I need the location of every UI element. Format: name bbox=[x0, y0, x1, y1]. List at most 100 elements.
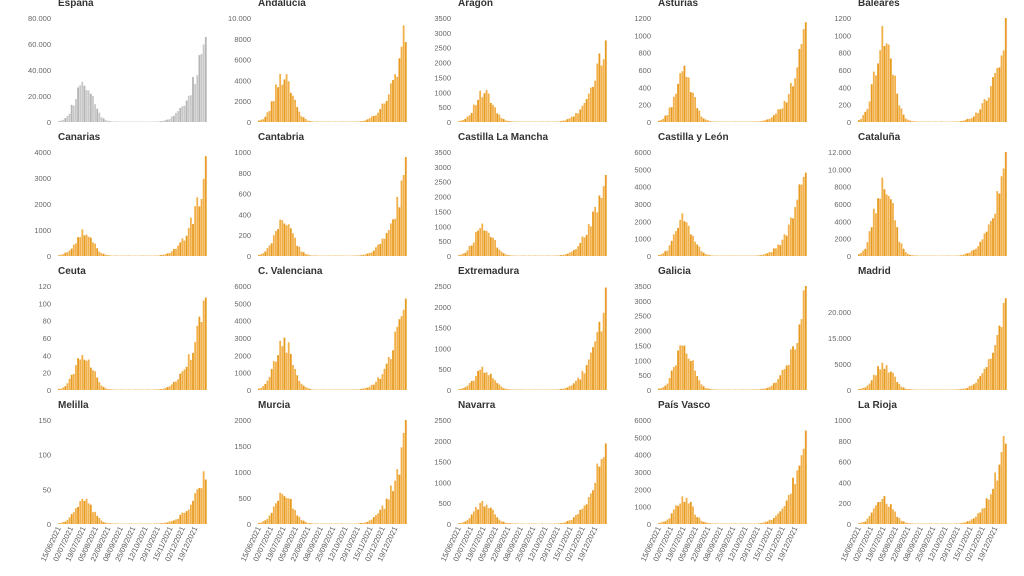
bar bbox=[870, 227, 873, 256]
bar bbox=[906, 119, 909, 122]
y-tick-label: 60.000 bbox=[28, 40, 51, 49]
y-tick-label: 1000 bbox=[834, 31, 851, 40]
bar bbox=[485, 504, 488, 524]
bar bbox=[483, 93, 486, 122]
bar bbox=[172, 520, 175, 524]
bar bbox=[572, 383, 575, 390]
bar bbox=[668, 378, 671, 390]
chart-svg: 0 1000 2000 3000 4000 5000 6000 bbox=[634, 148, 807, 261]
bar bbox=[89, 367, 92, 390]
bar bbox=[387, 499, 390, 524]
bar bbox=[581, 105, 584, 122]
bar bbox=[268, 515, 271, 524]
y-tick-label: 400 bbox=[238, 210, 251, 219]
bar bbox=[911, 255, 914, 256]
bar bbox=[868, 516, 871, 524]
bar bbox=[281, 346, 284, 390]
y-tick-label: 0 bbox=[647, 386, 651, 395]
bar bbox=[883, 45, 886, 122]
bar bbox=[62, 387, 65, 390]
y-tick-label: 1000 bbox=[434, 478, 451, 487]
bar bbox=[864, 111, 867, 122]
bar bbox=[258, 388, 260, 390]
bar bbox=[260, 387, 262, 390]
bar bbox=[696, 376, 699, 390]
bar bbox=[266, 380, 269, 390]
bar bbox=[70, 104, 73, 122]
bar bbox=[985, 366, 988, 390]
bar bbox=[789, 217, 792, 256]
bar bbox=[300, 116, 303, 122]
bar bbox=[77, 506, 79, 524]
y-tick-label: 200 bbox=[838, 101, 851, 110]
bar bbox=[692, 360, 694, 390]
chart-panel-melilla: Melilla 0 50 100 150 bbox=[0, 400, 207, 536]
bar bbox=[87, 90, 90, 122]
bar bbox=[66, 383, 69, 390]
chart-title: País Vasco bbox=[658, 400, 711, 411]
bar bbox=[394, 218, 397, 256]
bar bbox=[602, 59, 605, 122]
bar bbox=[511, 255, 514, 256]
bar bbox=[266, 518, 269, 524]
bar bbox=[900, 386, 903, 390]
bar bbox=[772, 517, 775, 524]
bar bbox=[475, 375, 477, 390]
bar bbox=[768, 118, 771, 122]
bar bbox=[362, 254, 365, 256]
bar bbox=[309, 388, 311, 390]
bar bbox=[996, 334, 999, 390]
bar bbox=[509, 523, 511, 524]
bar bbox=[658, 388, 660, 390]
bar bbox=[977, 113, 980, 122]
bar bbox=[500, 521, 503, 524]
bar bbox=[692, 506, 694, 524]
bar bbox=[370, 252, 373, 256]
bar bbox=[958, 389, 960, 390]
bar bbox=[68, 250, 71, 256]
bar bbox=[100, 253, 103, 256]
bar bbox=[883, 368, 886, 390]
bar bbox=[587, 497, 590, 524]
bar bbox=[775, 113, 777, 122]
bar bbox=[798, 324, 801, 390]
bar bbox=[158, 523, 160, 524]
bar bbox=[987, 359, 990, 390]
bar bbox=[796, 199, 799, 256]
bar bbox=[198, 206, 201, 256]
bar bbox=[700, 384, 703, 390]
bar bbox=[487, 93, 490, 122]
bar bbox=[262, 119, 265, 122]
y-tick-label: 3000 bbox=[234, 334, 251, 343]
bar bbox=[106, 120, 109, 122]
y-tick-label: 500 bbox=[438, 103, 451, 112]
bar bbox=[189, 217, 192, 256]
y-tick-label: 2000 bbox=[634, 217, 651, 226]
bar bbox=[594, 206, 597, 256]
y-tick-label: 400 bbox=[638, 83, 651, 92]
bar bbox=[504, 522, 507, 524]
bar bbox=[298, 381, 301, 390]
bar bbox=[404, 298, 407, 390]
bar bbox=[166, 522, 169, 524]
bar bbox=[904, 118, 907, 122]
bar bbox=[387, 230, 390, 256]
bar bbox=[466, 250, 469, 256]
bar bbox=[962, 522, 965, 524]
bar bbox=[877, 63, 879, 122]
bar bbox=[198, 316, 201, 390]
bar bbox=[187, 95, 190, 122]
bar bbox=[772, 383, 775, 390]
bar bbox=[377, 244, 380, 256]
bar bbox=[366, 119, 369, 122]
bar bbox=[360, 121, 362, 122]
bar bbox=[981, 103, 984, 122]
bar bbox=[904, 252, 907, 256]
bar bbox=[1000, 452, 1003, 524]
chart-svg: 0 500 1000 1500 2000 bbox=[234, 416, 407, 529]
bar bbox=[83, 235, 86, 256]
bar bbox=[885, 365, 888, 390]
y-tick-label: 0 bbox=[247, 118, 251, 127]
bar bbox=[187, 354, 190, 390]
y-tick-label: 3000 bbox=[34, 174, 51, 183]
